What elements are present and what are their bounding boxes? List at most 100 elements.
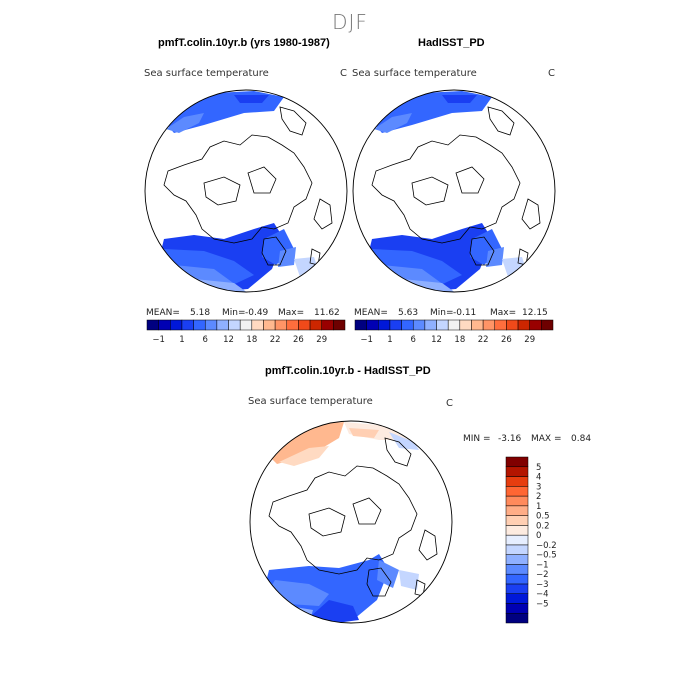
diff-colorbar-label: 0	[536, 531, 541, 541]
right-mean-value: 5.63	[398, 308, 419, 318]
diff-colorbar-swatch	[505, 554, 529, 565]
diff-max-label: MAX =	[531, 434, 562, 444]
diff-colorbar-swatch	[505, 515, 529, 526]
diff-colorbar-swatch	[505, 564, 529, 575]
right-colorbar-swatch	[517, 319, 530, 331]
right-colorbar-swatch	[354, 319, 367, 331]
left-colorbar-tick-label: 6	[203, 335, 208, 345]
left-colorbar-swatch	[146, 319, 159, 331]
diff-colorbar-label: 3	[536, 482, 541, 492]
right-colorbar-swatch	[378, 319, 391, 331]
right-units-label: C	[548, 68, 555, 79]
right-min-value: -0.11	[453, 308, 477, 318]
left-min-label: Min=	[222, 308, 246, 318]
left-polar-map	[144, 89, 348, 293]
diff-colorbar-label: −4	[536, 590, 549, 600]
left-colorbar-swatch	[170, 319, 183, 331]
diff-colorbar-label: −0.5	[536, 551, 557, 561]
diff-colorbar-label: −5	[536, 599, 549, 609]
right-colorbar-swatch	[459, 319, 472, 331]
right-colorbar-swatch	[412, 319, 426, 331]
left-min-value: -0.49	[245, 308, 269, 318]
diff-colorbar-swatch	[505, 456, 529, 468]
right-max-value: 12.15	[522, 308, 548, 318]
left-colorbar-swatch	[239, 319, 253, 331]
left-colorbar-tick-label: 12	[223, 335, 234, 345]
left-colorbar-swatch	[274, 319, 288, 331]
diff-colorbar-label: −1	[536, 560, 549, 570]
left-max-label: Max=	[278, 308, 305, 318]
diff-colorbar-label: 4	[536, 473, 541, 483]
left-mean-label: MEAN=	[146, 308, 180, 318]
diff-colorbar-label: 1	[536, 502, 541, 512]
right-colorbar-swatch	[482, 319, 496, 331]
right-colorbar-swatch	[436, 319, 449, 331]
diff-colorbar-label: 2	[536, 492, 541, 502]
right-variable-label: Sea surface temperature	[352, 68, 477, 79]
right-colorbar-swatch	[424, 319, 437, 331]
diff-colorbar-swatch	[505, 603, 529, 614]
diff-colorbar-swatch	[505, 544, 529, 555]
right-colorbar-swatch	[541, 319, 554, 331]
diff-colorbar-label: 0.5	[536, 512, 550, 522]
right-colorbar-swatch	[389, 319, 402, 331]
left-colorbar-tick-label: 22	[270, 335, 281, 345]
diff-colorbar-swatch	[505, 486, 529, 497]
right-polar-map	[352, 89, 556, 293]
left-colorbar-tick-label: −1	[152, 335, 165, 345]
left-units-label: C	[340, 68, 347, 79]
diff-colorbar-swatch	[505, 466, 529, 477]
left-colorbar-swatch	[298, 319, 311, 331]
bottom-units-label: C	[446, 398, 453, 409]
diff-colorbar-swatch	[505, 476, 529, 487]
left-colorbar-swatch	[193, 319, 206, 331]
right-colorbar-tick-label: 22	[478, 335, 489, 345]
right-mean-label: MEAN=	[354, 308, 388, 318]
left-colorbar-swatch	[228, 319, 241, 331]
left-mean-value: 5.18	[190, 308, 211, 318]
left-colorbar-swatch	[204, 319, 218, 331]
right-colorbar-tick-label: 26	[501, 335, 512, 345]
left-colorbar-tick-label: 18	[246, 335, 257, 345]
diff-colorbar-swatch	[505, 534, 529, 546]
difference-polar-map	[249, 420, 453, 624]
diff-colorbar-label: 0.2	[536, 521, 550, 531]
bottom-variable-label: Sea surface temperature	[248, 396, 373, 407]
left-colorbar-swatch	[251, 319, 264, 331]
left-colorbar-swatch	[309, 319, 322, 331]
left-colorbar-swatch	[333, 319, 346, 331]
left-colorbar-swatch	[286, 319, 299, 331]
right-colorbar-tick-label: 12	[431, 335, 442, 345]
diff-colorbar-swatch	[505, 495, 529, 507]
right-colorbar-swatch	[494, 319, 507, 331]
left-panel-title: pmfT.colin.10yr.b (yrs 1980-1987)	[158, 37, 330, 49]
diff-colorbar-label: 5	[536, 463, 541, 473]
diff-colorbar-swatch	[505, 583, 529, 594]
right-max-label: Max=	[490, 308, 517, 318]
right-colorbar-swatch	[366, 319, 379, 331]
diff-colorbar-label: −2	[536, 570, 549, 580]
right-min-label: Min=	[430, 308, 454, 318]
right-colorbar-tick-label: −1	[360, 335, 373, 345]
left-colorbar-swatch	[216, 319, 229, 331]
diff-colorbar-label: −3	[536, 580, 549, 590]
left-max-value: 11.62	[314, 308, 340, 318]
diff-colorbar-label: −0.2	[536, 541, 557, 551]
diff-colorbar-swatch	[505, 593, 529, 604]
right-colorbar-tick-label: 29	[524, 335, 535, 345]
diff-colorbar-swatch	[505, 612, 529, 624]
diff-colorbar-swatch	[505, 573, 529, 585]
left-colorbar-tick-label: 26	[293, 335, 304, 345]
bottom-panel-title: pmfT.colin.10yr.b - HadISST_PD	[265, 365, 431, 377]
left-colorbar-swatch	[263, 319, 276, 331]
right-colorbar-tick-label: 18	[454, 335, 465, 345]
right-colorbar-swatch	[447, 319, 461, 331]
right-colorbar-tick-label: 6	[411, 335, 416, 345]
right-colorbar-swatch	[401, 319, 414, 331]
season-title: DJF	[332, 10, 368, 34]
left-colorbar-tick-label: 29	[316, 335, 327, 345]
diff-min-value: -3.16	[498, 434, 522, 444]
right-panel-title: HadISST_PD	[418, 37, 485, 49]
left-colorbar-tick-label: 1	[179, 335, 184, 345]
